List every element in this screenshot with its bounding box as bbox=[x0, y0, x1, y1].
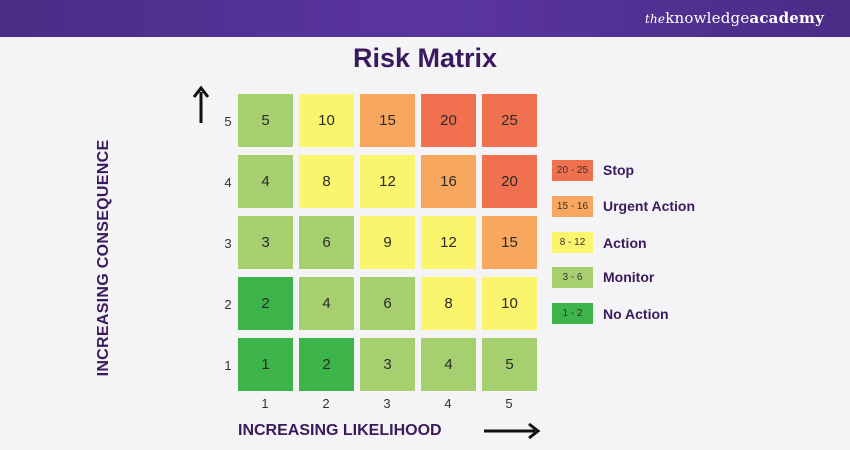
matrix-cell: 1 bbox=[238, 338, 293, 391]
matrix-cell: 15 bbox=[482, 216, 537, 269]
column-label: 5 bbox=[505, 396, 513, 411]
matrix-cell: 20 bbox=[421, 94, 476, 147]
matrix-cell: 20 bbox=[482, 155, 537, 208]
row-label: 5 bbox=[224, 114, 232, 129]
matrix-cell: 8 bbox=[299, 155, 354, 208]
legend-label: No Action bbox=[603, 306, 669, 322]
y-axis-label: INCREASING CONSEQUENCE bbox=[95, 139, 112, 377]
matrix-cell: 16 bbox=[421, 155, 476, 208]
legend-swatch: 15 - 16 bbox=[552, 196, 593, 217]
matrix-cell: 6 bbox=[360, 277, 415, 330]
x-axis-label: INCREASING LIKELIHOOD bbox=[238, 422, 442, 439]
matrix-cell: 4 bbox=[238, 155, 293, 208]
matrix-cell: 4 bbox=[299, 277, 354, 330]
matrix-cell: 10 bbox=[482, 277, 537, 330]
legend-swatch: 8 - 12 bbox=[552, 232, 593, 253]
matrix-cell: 12 bbox=[360, 155, 415, 208]
up-arrow-icon bbox=[192, 86, 210, 123]
row-label: 2 bbox=[224, 297, 232, 312]
matrix-cell: 12 bbox=[421, 216, 476, 269]
legend-label: Action bbox=[603, 235, 647, 251]
matrix-cell: 15 bbox=[360, 94, 415, 147]
row-label: 1 bbox=[224, 358, 232, 373]
matrix-cell: 5 bbox=[238, 94, 293, 147]
matrix-cell: 5 bbox=[482, 338, 537, 391]
row-label: 3 bbox=[224, 236, 232, 251]
column-label: 2 bbox=[322, 396, 330, 411]
matrix-cell: 9 bbox=[360, 216, 415, 269]
legend-swatch: 1 - 2 bbox=[552, 303, 593, 324]
matrix-cell: 25 bbox=[482, 94, 537, 147]
matrix-cell: 10 bbox=[299, 94, 354, 147]
brand-logo: theknowledgeacademy bbox=[644, 9, 824, 27]
header-bar: theknowledgeacademy bbox=[0, 0, 850, 37]
column-label: 4 bbox=[444, 396, 452, 411]
column-label: 1 bbox=[261, 396, 269, 411]
matrix-cell: 2 bbox=[299, 338, 354, 391]
legend-label: Urgent Action bbox=[603, 198, 696, 214]
matrix-cell: 3 bbox=[238, 216, 293, 269]
matrix-cell: 4 bbox=[421, 338, 476, 391]
matrix-cell: 8 bbox=[421, 277, 476, 330]
page-title: Risk Matrix bbox=[352, 43, 498, 73]
legend-swatch: 3 - 6 bbox=[552, 267, 593, 288]
matrix-cell: 2 bbox=[238, 277, 293, 330]
legend-label: Monitor bbox=[603, 269, 655, 285]
column-label: 3 bbox=[383, 396, 391, 411]
matrix-cell: 6 bbox=[299, 216, 354, 269]
legend-swatch: 20 - 25 bbox=[552, 160, 593, 181]
row-label: 4 bbox=[224, 175, 232, 190]
legend-label: Stop bbox=[603, 162, 635, 178]
right-arrow-icon bbox=[484, 422, 541, 440]
matrix-cell: 3 bbox=[360, 338, 415, 391]
